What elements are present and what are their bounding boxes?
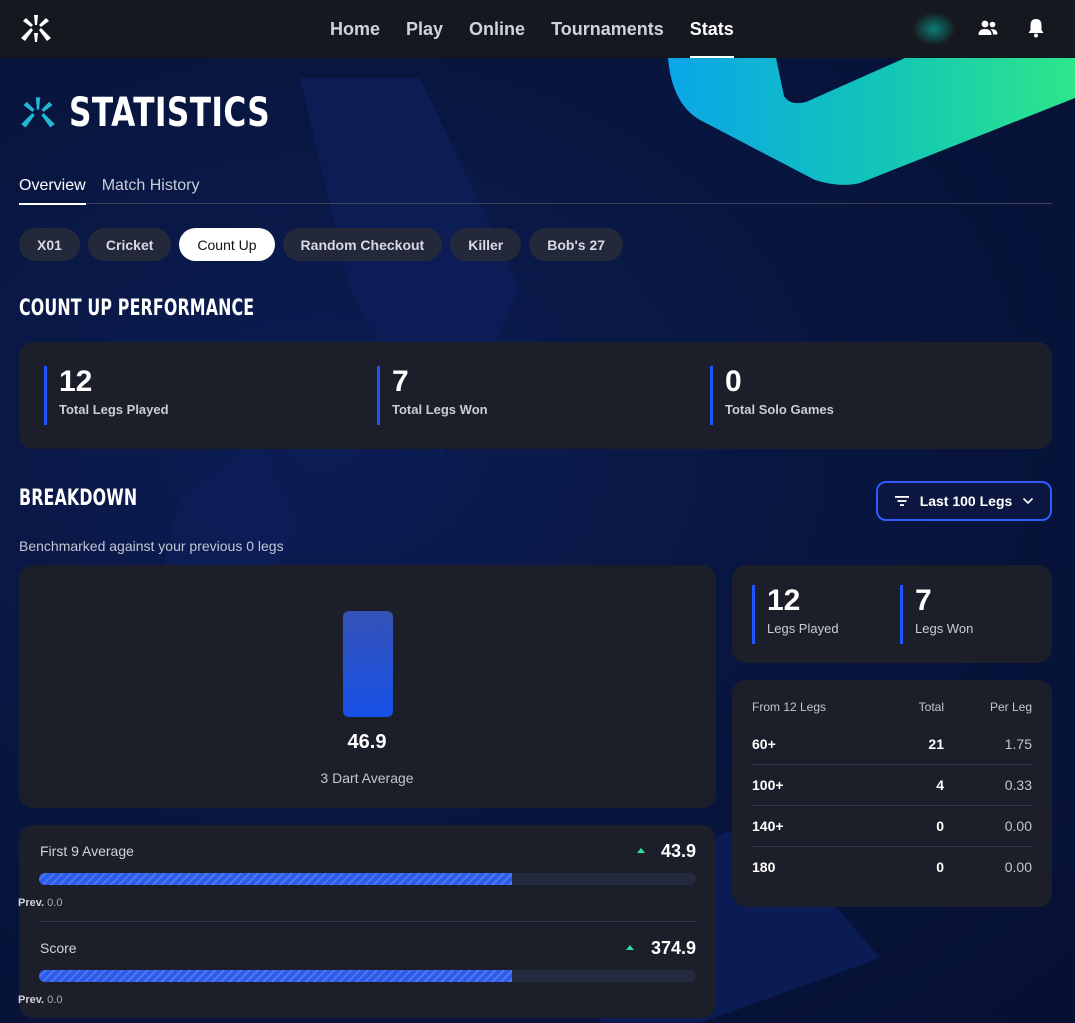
average-bar <box>343 611 393 717</box>
row-per-leg: 0.00 <box>1004 859 1032 875</box>
chip-random-checkout[interactable]: Random Checkout <box>282 228 443 261</box>
legs-range-dropdown[interactable]: Last 100 Legs <box>876 481 1052 521</box>
notifications-bell-icon[interactable] <box>1024 16 1048 40</box>
chip-cricket[interactable]: Cricket <box>87 228 172 261</box>
legs-summary-card: 12 Legs Played 7 Legs Won <box>732 565 1052 663</box>
nav-stats[interactable]: Stats <box>677 0 747 58</box>
row-range: 140+ <box>752 818 784 834</box>
row-total: 21 <box>928 736 944 752</box>
main-nav: Home Play Online Tournaments Stats <box>317 0 747 58</box>
stats-tabs: Overview Match History <box>19 168 1052 205</box>
score-value: 374.9 <box>650 938 696 958</box>
chevron-down-icon <box>1023 497 1034 505</box>
filter-label: Last 100 Legs <box>919 493 1013 509</box>
chip-count-up[interactable]: Count Up <box>179 228 275 261</box>
page-title: STATISTICS <box>69 90 271 136</box>
first-9-average-fill <box>39 873 513 885</box>
prev-label: Prev. <box>18 897 45 909</box>
first-9-average-label: First 9 Average <box>40 843 134 859</box>
row-total: 0 <box>936 818 944 834</box>
nav-home[interactable]: Home <box>330 18 381 39</box>
stat-total-solo-games: 0 Total Solo Games <box>710 366 834 425</box>
stat-legs-won: 7 Legs Won <box>900 585 973 644</box>
stat-value: 12 <box>767 584 801 617</box>
benchmark-text: Benchmarked against your previous 0 legs <box>19 538 284 554</box>
table-header-from: From 12 Legs <box>752 700 827 714</box>
table-header-total: Total <box>918 700 944 714</box>
chip-bobs-27[interactable]: Bob's 27 <box>529 228 624 261</box>
average-value: 46.9 <box>347 731 387 753</box>
tab-match-history[interactable]: Match History <box>101 177 200 194</box>
prev-value: 0.0 <box>47 897 63 909</box>
nav-play[interactable]: Play <box>406 18 444 39</box>
table-header-per-leg: Per Leg <box>989 700 1032 714</box>
page-header: STATISTICS <box>19 90 327 136</box>
divider <box>752 764 1032 765</box>
prev-label: Prev. <box>18 994 45 1006</box>
row-range: 180 <box>752 859 776 875</box>
stat-label: Legs Played <box>767 621 839 636</box>
user-avatar[interactable] <box>912 12 956 46</box>
row-per-leg: 0.00 <box>1004 818 1032 834</box>
up-arrow-icon <box>637 848 645 853</box>
score-track <box>39 970 696 982</box>
nav-online[interactable]: Online <box>469 18 526 39</box>
stat-label: Total Solo Games <box>725 402 834 417</box>
prev-value: 0.0 <box>47 994 63 1006</box>
row-per-leg: 1.75 <box>1004 736 1032 752</box>
progress-card: First 9 Average 43.9 Prev. 0.0 Score 374… <box>18 825 716 1018</box>
row-range: 100+ <box>752 777 784 793</box>
divider <box>752 846 1032 847</box>
average-label: 3 Dart Average <box>320 770 414 786</box>
stat-value: 7 <box>915 584 932 617</box>
stat-value: 7 <box>392 365 409 398</box>
row-range: 60+ <box>752 736 776 752</box>
score-label: Score <box>40 940 77 956</box>
score-fill <box>39 970 513 982</box>
row-total: 4 <box>936 777 944 793</box>
nav-tournaments[interactable]: Tournaments <box>551 18 664 39</box>
divider <box>752 805 1032 806</box>
first-9-average-track <box>39 873 696 885</box>
performance-card: 12 Total Legs Played 7 Total Legs Won 0 … <box>19 342 1052 449</box>
first-9-average-value: 43.9 <box>660 841 696 861</box>
up-arrow-icon <box>626 945 634 950</box>
filter-icon <box>894 496 909 506</box>
stat-label: Total Legs Played <box>59 402 169 417</box>
first-9-average-prev: Prev. 0.0 <box>18 897 62 909</box>
divider <box>39 921 696 922</box>
stat-label: Legs Won <box>915 621 974 636</box>
statistics-logo-icon <box>21 97 55 128</box>
three-dart-average-card: 46.9 3 Dart Average <box>19 565 716 808</box>
stat-label: Total Legs Won <box>392 402 488 417</box>
row-per-leg: 0.33 <box>1004 777 1032 793</box>
chip-killer[interactable]: Killer <box>450 228 522 261</box>
row-total: 0 <box>936 859 944 875</box>
game-mode-filter: X01 Cricket Count Up Random Checkout Kil… <box>19 228 624 261</box>
score-ranges-table: From 12 Legs Total Per Leg 60+ 21 1.75 1… <box>732 680 1052 907</box>
friends-icon[interactable] <box>976 16 1000 40</box>
stat-value: 12 <box>59 365 93 398</box>
app-logo-icon[interactable] <box>19 11 53 45</box>
performance-section-title: COUNT UP PERFORMANCE <box>19 296 255 321</box>
chip-x01[interactable]: X01 <box>19 228 80 261</box>
breakdown-section-title: BREAKDOWN <box>19 486 138 511</box>
stat-total-legs-won: 7 Total Legs Won <box>377 366 488 425</box>
score-prev: Prev. 0.0 <box>18 994 62 1006</box>
stat-value: 0 <box>725 365 742 398</box>
tab-overview[interactable]: Overview <box>19 168 86 205</box>
stat-total-legs-played: 12 Total Legs Played <box>44 366 169 425</box>
stat-legs-played: 12 Legs Played <box>752 585 839 644</box>
top-nav-bar: Home Play Online Tournaments Stats <box>0 0 1075 58</box>
